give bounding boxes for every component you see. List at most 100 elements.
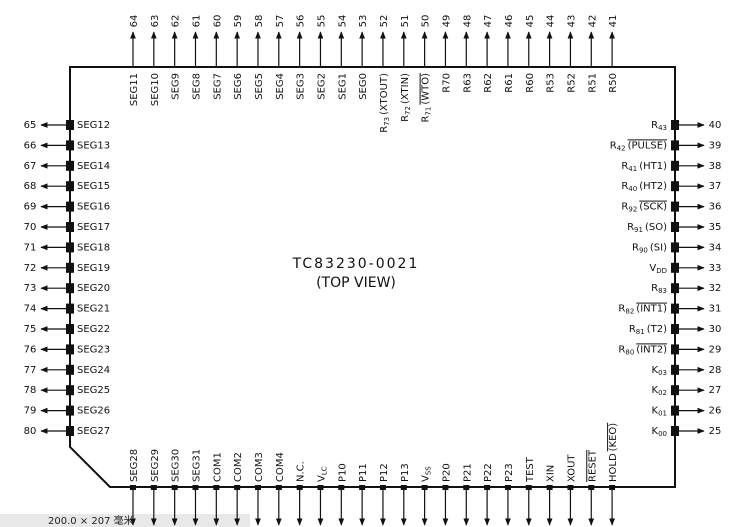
- pin-label-part: DD: [656, 267, 667, 275]
- pin-label: K02: [652, 385, 667, 397]
- pin: [66, 364, 74, 375]
- pin-label-part: 81: [636, 328, 645, 336]
- pin: [66, 283, 74, 294]
- pin-label: XIN: [546, 465, 557, 482]
- pin-label: SEG23: [77, 344, 110, 355]
- pin-label-part: P12: [379, 463, 390, 482]
- pin-label: SEG16: [77, 202, 110, 213]
- pin-number: 64: [129, 15, 140, 28]
- pin-label: P22: [483, 463, 494, 482]
- pin: [484, 485, 491, 490]
- pin-label-part: TEST: [525, 456, 536, 483]
- pin-label: SEG3: [296, 73, 307, 100]
- pin: [421, 485, 428, 490]
- pin-label-part: 41: [628, 165, 637, 173]
- pin-label: K03: [652, 365, 667, 377]
- pin-number: 50: [421, 15, 432, 28]
- pin-label: R83: [651, 283, 667, 295]
- pin-label-part: SEG21: [77, 304, 110, 315]
- pin-number: 78: [24, 385, 37, 396]
- pin: [317, 485, 324, 490]
- pin-label-part: SEG13: [77, 140, 110, 151]
- status-text: 200.0 × 207 毫米: [48, 514, 134, 527]
- pin-label-part: R52: [566, 73, 577, 93]
- pin: [442, 485, 449, 490]
- pin-label-part: R: [621, 202, 628, 213]
- pin-label: P10: [337, 463, 348, 482]
- pin-number: 67: [24, 161, 37, 172]
- pin-label: K00: [652, 426, 667, 438]
- pin-number: 38: [709, 161, 722, 172]
- pin-label-part: XIN: [546, 465, 557, 482]
- pin-label-part: P13: [400, 463, 411, 482]
- pin-label: P12: [379, 463, 390, 482]
- pin-number: 56: [296, 15, 307, 28]
- pin-label: RESET: [587, 449, 598, 482]
- pin-label-part: (INT1): [636, 304, 667, 315]
- pin-label-part: P21: [462, 463, 473, 482]
- pin: [66, 344, 74, 355]
- pin-label: SEG19: [77, 263, 110, 274]
- pin: [234, 485, 241, 490]
- pin: [66, 120, 74, 130]
- pin-label-part: SEG3: [296, 73, 307, 100]
- pin-number: 79: [24, 406, 37, 417]
- pin-label-part: SEG30: [171, 449, 182, 482]
- pin-label-part: K: [652, 406, 659, 417]
- pin-label-part: (WTO): [421, 73, 432, 105]
- pin-number: 32: [709, 283, 722, 294]
- pin-label: SEG22: [77, 324, 110, 335]
- pin-label-part: SEG8: [191, 73, 202, 100]
- pin-label-part: R: [632, 242, 639, 253]
- pin-label: TEST: [525, 456, 536, 483]
- pin-label-part: SEG2: [316, 73, 327, 100]
- pin-number: 43: [566, 15, 577, 28]
- pin: [671, 242, 679, 253]
- pin-label: SEG15: [77, 181, 110, 192]
- pin-label-part: R: [421, 116, 432, 123]
- pin-label-part: SEG18: [77, 242, 110, 253]
- pin: [213, 485, 220, 490]
- pin-number: 36: [709, 202, 722, 213]
- pin: [254, 485, 261, 490]
- pin-label: SEG4: [275, 73, 286, 100]
- pin-label-part: R: [621, 181, 628, 192]
- pin-label: P21: [462, 463, 473, 482]
- pin-label-part: 90: [639, 246, 648, 254]
- pin: [66, 222, 74, 232]
- pin: [130, 485, 136, 490]
- pin-label-part: R51: [587, 73, 598, 93]
- pin-number: 80: [24, 426, 37, 437]
- pin-label: R73 (XTOUT): [379, 73, 391, 133]
- pin-label: VDD: [649, 263, 667, 275]
- pin-number: 49: [441, 15, 452, 28]
- pin-label: N.C.: [296, 461, 307, 482]
- pin-label-part: SEG23: [77, 344, 110, 355]
- pin: [671, 344, 679, 355]
- pin: [400, 485, 407, 490]
- pin-label: P23: [504, 463, 515, 482]
- pin-number: 35: [709, 222, 722, 233]
- pin-label-part: P10: [337, 463, 348, 482]
- pin-number: 27: [709, 385, 722, 396]
- pin-label: SEG20: [77, 283, 110, 294]
- pin-label-part: K: [652, 426, 659, 437]
- pin-label: R62: [483, 73, 494, 93]
- pin-label-part: R: [651, 283, 658, 294]
- pin-label: R51: [587, 73, 598, 93]
- pin-label-part: 00: [658, 430, 667, 438]
- pin-label: R52: [566, 73, 577, 93]
- pin-number: 29: [709, 344, 722, 355]
- pin-label: COM2: [233, 452, 244, 482]
- pin-label-part: R62: [483, 73, 494, 93]
- pin: [379, 485, 386, 490]
- pin-label: SEG13: [77, 140, 110, 151]
- part-number: TC83230-0021: [292, 256, 420, 272]
- pin-label: R72 (XTIN): [400, 73, 412, 122]
- pin: [66, 385, 74, 396]
- pin-label-part: (T2): [647, 324, 667, 335]
- pin-label-part: R: [651, 120, 658, 131]
- pin: [66, 324, 74, 334]
- pin-label: SEG27: [77, 426, 110, 437]
